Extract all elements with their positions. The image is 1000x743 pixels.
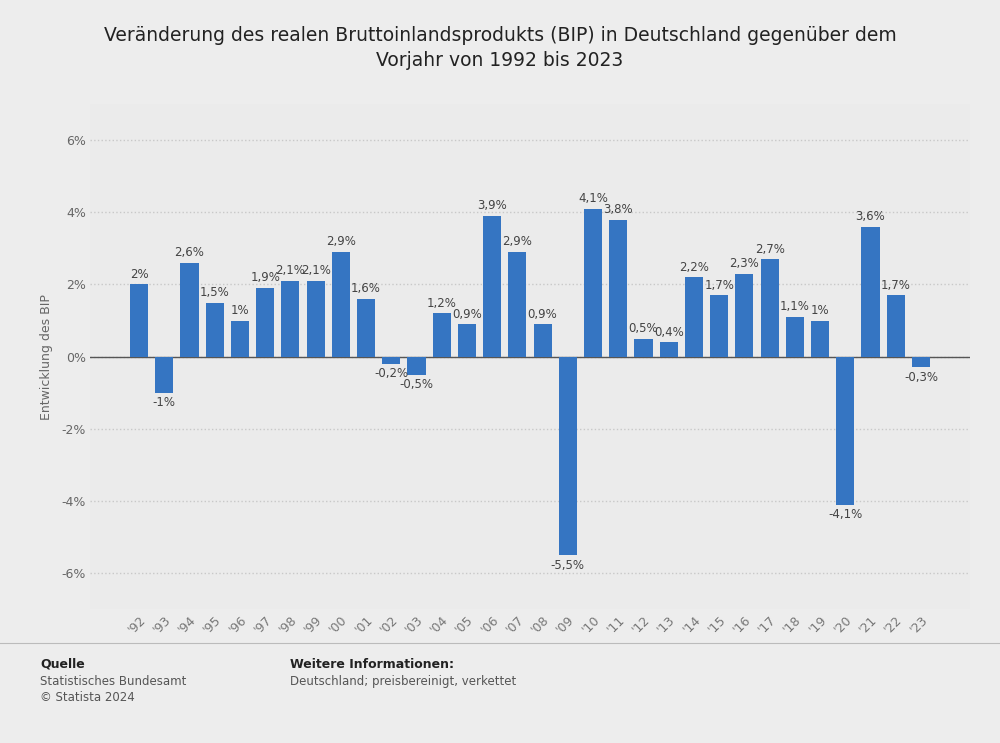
Text: 2,9%: 2,9% <box>502 236 532 248</box>
Text: 1,7%: 1,7% <box>881 279 911 292</box>
Bar <box>382 357 400 364</box>
Text: Veränderung des realen Bruttoinlandsprodukts (BIP) in Deutschland gegenüber dem
: Veränderung des realen Bruttoinlandsprod… <box>104 26 896 70</box>
Bar <box>534 324 552 357</box>
Text: © Statista 2024: © Statista 2024 <box>40 691 135 704</box>
Bar <box>180 263 199 357</box>
Text: 1,1%: 1,1% <box>780 300 810 314</box>
Y-axis label: Entwicklung des BIP: Entwicklung des BIP <box>40 293 53 420</box>
Text: 1%: 1% <box>231 304 249 317</box>
Bar <box>155 357 173 393</box>
Bar <box>761 259 779 357</box>
Bar <box>231 320 249 357</box>
Bar <box>206 302 224 357</box>
Bar <box>685 277 703 357</box>
Text: Weitere Informationen:: Weitere Informationen: <box>290 658 454 670</box>
Bar <box>332 252 350 357</box>
Text: 1%: 1% <box>811 304 829 317</box>
Bar <box>912 357 930 368</box>
Text: -5,5%: -5,5% <box>551 559 585 571</box>
Text: 2,1%: 2,1% <box>275 265 305 277</box>
Text: 2%: 2% <box>130 268 148 281</box>
Bar <box>584 209 602 357</box>
Bar <box>735 273 753 357</box>
Bar <box>458 324 476 357</box>
Bar <box>836 357 854 504</box>
Text: 4,1%: 4,1% <box>578 192 608 205</box>
Bar <box>357 299 375 357</box>
Bar <box>130 285 148 357</box>
Bar <box>609 219 627 357</box>
Text: 2,9%: 2,9% <box>326 236 356 248</box>
Text: -4,1%: -4,1% <box>828 508 862 521</box>
Bar <box>710 295 728 357</box>
Bar <box>887 295 905 357</box>
Bar <box>407 357 426 374</box>
Bar <box>281 281 299 357</box>
Text: 2,6%: 2,6% <box>175 246 204 259</box>
Text: 2,2%: 2,2% <box>679 261 709 273</box>
Text: 2,3%: 2,3% <box>730 257 759 270</box>
Bar <box>307 281 325 357</box>
Text: -0,3%: -0,3% <box>904 371 938 384</box>
Bar <box>634 339 653 357</box>
Text: 1,9%: 1,9% <box>250 271 280 285</box>
Text: -0,2%: -0,2% <box>374 368 408 380</box>
Text: -0,5%: -0,5% <box>400 378 434 392</box>
Text: 0,9%: 0,9% <box>528 308 557 320</box>
Text: 0,9%: 0,9% <box>452 308 482 320</box>
Bar <box>811 320 829 357</box>
Text: 0,4%: 0,4% <box>654 325 684 339</box>
Text: 0,5%: 0,5% <box>629 322 658 335</box>
Text: 1,5%: 1,5% <box>200 286 230 299</box>
Text: Statistisches Bundesamt: Statistisches Bundesamt <box>40 675 186 687</box>
Text: Deutschland; preisbereinigt, verkettet: Deutschland; preisbereinigt, verkettet <box>290 675 516 687</box>
Bar <box>508 252 526 357</box>
Text: 3,8%: 3,8% <box>603 203 633 216</box>
Bar <box>660 343 678 357</box>
Bar <box>559 357 577 555</box>
Bar <box>786 317 804 357</box>
Bar <box>433 314 451 357</box>
Text: -1%: -1% <box>153 396 176 409</box>
Bar <box>861 227 880 357</box>
Text: 2,1%: 2,1% <box>301 265 331 277</box>
Bar <box>256 288 274 357</box>
Text: 1,2%: 1,2% <box>427 296 457 310</box>
Text: 3,9%: 3,9% <box>477 199 507 212</box>
Text: 1,6%: 1,6% <box>351 282 381 295</box>
Text: 2,7%: 2,7% <box>755 243 785 256</box>
Text: 3,6%: 3,6% <box>856 210 885 223</box>
Bar <box>483 216 501 357</box>
Text: 1,7%: 1,7% <box>704 279 734 292</box>
Text: Quelle: Quelle <box>40 658 85 670</box>
